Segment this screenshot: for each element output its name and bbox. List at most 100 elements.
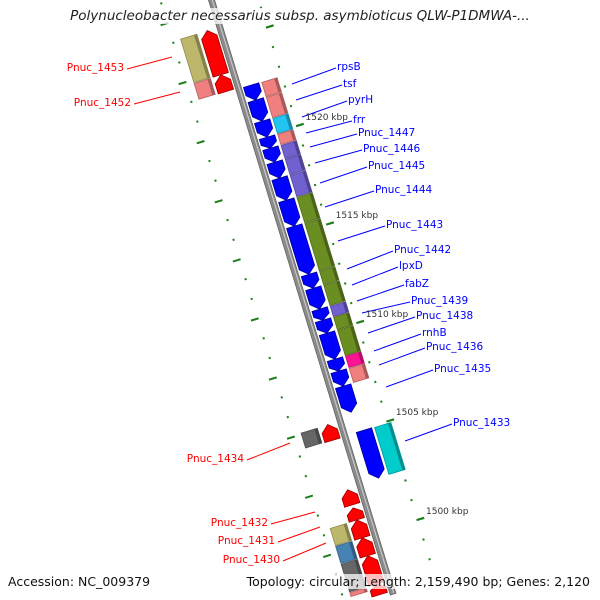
gene-arrow-frr[interactable] [258,134,278,151]
gene-arrow-Pnuc_1438[interactable] [318,330,342,362]
cog-category-box-Pnuc_1443[interactable] [304,218,336,272]
gene-arrow-Pnuc_1436[interactable] [330,368,351,389]
map-title-text: Polynucleobacter necessarius subsp. asym… [68,8,532,24]
accession-text: Accession: NC_009379 [6,574,153,589]
cog-box-shading [274,77,282,93]
gene-label-Pnuc_1453[interactable]: Pnuc_1453 [66,62,124,74]
gene-label-Pnuc_1431[interactable]: Pnuc_1431 [217,535,275,547]
gene-arrow-Pnuc_1452[interactable] [213,72,235,95]
gene-arrow-Pnuc_1453[interactable] [200,28,229,78]
leader-line [270,511,316,525]
tick-mark-right [289,104,293,108]
gene-arrow[interactable] [346,506,365,523]
leader-line [337,225,386,242]
leader-line [361,301,411,314]
gene-label-frr[interactable]: frr [353,114,366,126]
gene-label-rpsB[interactable]: rpsB [337,61,361,73]
gene-label-Pnuc_1433[interactable]: Pnuc_1433 [453,417,511,429]
backbone-highlight [207,0,395,594]
tick-mark-right [349,301,353,305]
tick-mark-right [259,6,263,9]
gene-label-Pnuc_1430[interactable]: Pnuc_1430 [222,554,280,566]
gene-label-pyrH[interactable]: pyrH [348,94,374,106]
cog-box-shading [297,154,306,171]
leader-line [126,56,173,70]
gene-label-Pnuc_1438[interactable]: Pnuc_1438 [416,310,474,322]
cog-box-shading [336,280,346,302]
gene-label-rnhB[interactable]: rnhB [422,327,447,339]
gene-arrow-Pnuc_1435[interactable] [335,383,359,415]
tick-mark-right [271,45,275,49]
tick-mark-left [322,553,332,558]
gene-arrow-Pnuc_1442[interactable] [300,271,321,291]
tick-mark-right [301,144,305,147]
gene-arrow-Pnuc_1432[interactable] [349,518,371,541]
tick-mark-right [307,163,311,167]
gene-label-Pnuc_1442[interactable]: Pnuc_1442 [394,244,452,256]
gene-label-Pnuc_1447[interactable]: Pnuc_1447 [358,127,416,139]
tick-mark-right [428,557,431,561]
tick-mark-right [343,282,347,285]
gene-arrow-Pnuc_1446[interactable] [266,159,287,181]
tick-mark-right [404,479,407,482]
tick-mark-right [355,319,365,325]
tick-mark-left [286,415,290,419]
tick-mark-left [250,317,259,322]
gene-arrow-Pnuc_1434[interactable] [320,422,341,444]
leader-line [314,149,363,164]
gene-arrow-Pnuc_1433[interactable] [355,427,386,481]
gene-label-Pnuc_1439[interactable]: Pnuc_1439 [411,295,469,307]
gene-arrow[interactable] [340,487,361,508]
tick-mark-left [244,277,247,281]
leader-line [305,120,353,134]
gene-arrow-fabZ[interactable] [311,306,331,323]
gene-arrow-rnhB[interactable] [326,356,346,374]
tick-mark-left [268,376,277,381]
tick-mark-left [196,140,205,145]
tick-mark-right [374,380,377,384]
gene-label-Pnuc_1446[interactable]: Pnuc_1446 [363,143,421,155]
gene-label-Pnuc_1443[interactable]: Pnuc_1443 [386,219,444,231]
leader-line [277,526,321,543]
gene-label-Pnuc_1432[interactable]: Pnuc_1432 [210,517,268,529]
tick-mark-right [380,400,383,403]
tick-mark-right [362,341,365,344]
gene-label-fabZ[interactable]: fabZ [405,278,429,290]
leader-line [404,423,453,442]
gene-arrow-rpsB[interactable] [242,82,263,103]
cog-box-shading [285,113,293,130]
gene-arrow-tsf[interactable] [247,97,270,124]
gene-label-Pnuc_1436[interactable]: Pnuc_1436 [426,341,484,353]
gene-arrow-Pnuc_1445[interactable] [271,175,294,203]
gene-label-Pnuc_1444[interactable]: Pnuc_1444 [375,184,433,196]
map-title: Polynucleobacter necessarius subsp. asym… [0,8,600,24]
cog-box-shading [388,422,406,471]
gene-arrow-Pnuc_1444[interactable] [278,197,302,229]
gene-label-tsf[interactable]: tsf [343,78,357,90]
leader-line [356,284,405,302]
tick-rings [160,2,437,596]
tick-mark-left [172,41,175,45]
gene-arrow-pyrH[interactable] [254,118,275,140]
gene-arrow-Pnuc_1443[interactable] [286,223,317,277]
gene-arrow-Pnuc_1447[interactable] [262,145,283,165]
leader-line [282,542,327,562]
cog-box-shading [358,351,365,364]
gene-arrow-Pnuc_1431[interactable] [355,535,376,559]
tick-mark-left [226,218,229,222]
tick-mark-right [295,122,305,128]
leader-line [319,166,368,184]
gene-label-Pnuc_1434[interactable]: Pnuc_1434 [186,453,244,465]
cog-box-shading [193,34,211,79]
gene-arrow-Pnuc_1439[interactable] [314,317,334,336]
gene-label-Pnuc_1452[interactable]: Pnuc_1452 [73,97,131,109]
cog-box-shading [309,192,320,219]
gene-arrow-lpxD[interactable] [305,285,328,312]
tick-mark-right [313,183,317,187]
gene-label-lpxD[interactable]: lpxD [399,260,423,272]
gene-label-Pnuc_1445[interactable]: Pnuc_1445 [368,160,426,172]
leader-line [346,250,394,270]
tick-mark-left [178,80,187,86]
gene-label-Pnuc_1435[interactable]: Pnuc_1435 [434,363,492,375]
